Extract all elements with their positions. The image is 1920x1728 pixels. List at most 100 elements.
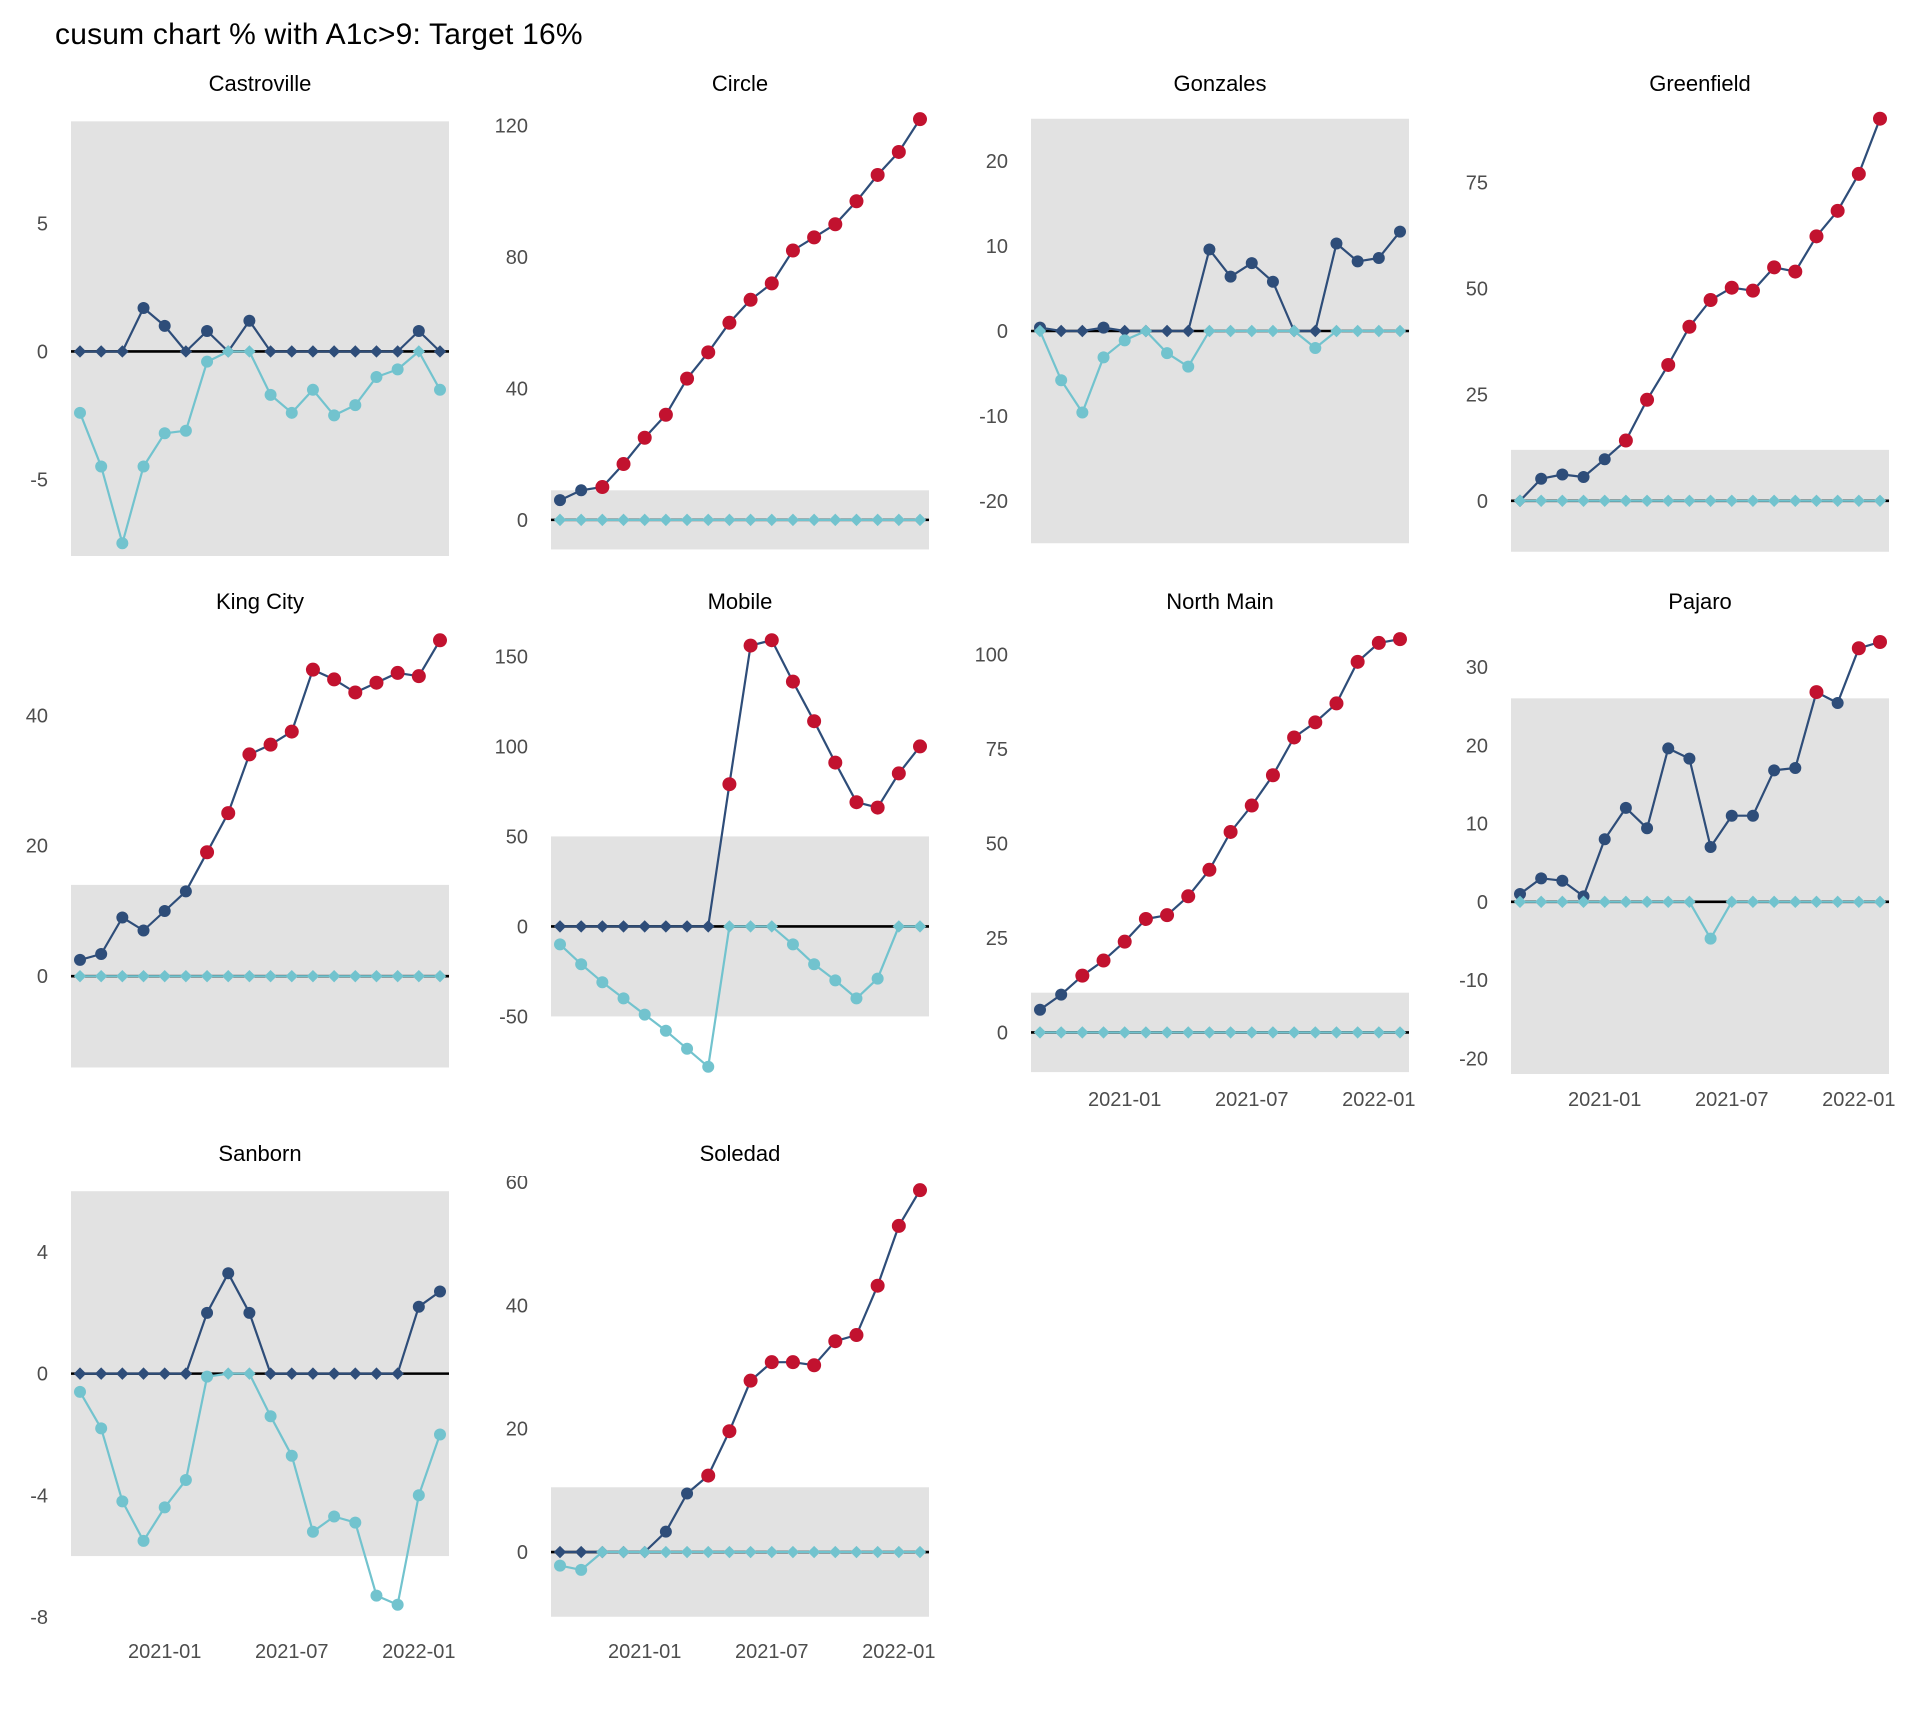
cusum-upper-point	[828, 217, 843, 232]
cusum-lower-point	[617, 513, 630, 527]
cusum-upper-point	[179, 885, 192, 898]
cusum-lower-point	[1577, 494, 1590, 508]
y-tick-label: -50	[499, 1006, 528, 1028]
cusum-upper-point	[73, 1367, 87, 1380]
cusum-upper-point	[263, 737, 278, 752]
cusum-upper-point	[412, 1300, 425, 1313]
panel-north-main: North Main 0 25 50 75 100 2021-01 2021-07 2022-0…	[960, 580, 1440, 1118]
y-tick-label: 100	[495, 736, 528, 758]
cusum-upper-point	[1203, 243, 1216, 256]
cusum-lower-point	[1055, 374, 1068, 387]
x-tick-label: 2022-01	[1342, 1089, 1415, 1111]
cusum-upper-point	[116, 1367, 129, 1380]
y-tick-label: 0	[517, 1542, 528, 1564]
y-tick-label: -8	[30, 1607, 48, 1629]
cusum-upper-point	[807, 1358, 822, 1373]
cusum-upper-point	[433, 633, 447, 648]
x-tick-label: 2022-01	[862, 1641, 935, 1663]
y-tick-label: 0	[1477, 892, 1488, 914]
cusum-upper-point	[595, 480, 610, 495]
cusum-lower-point	[1033, 1026, 1047, 1039]
cusum-lower-point	[1076, 406, 1089, 419]
cusum-upper-point	[1619, 801, 1632, 814]
cusum-lower-point	[328, 409, 341, 422]
y-tick-label: 50	[506, 826, 528, 848]
cusum-upper-point	[433, 345, 447, 358]
cusum-lower-point	[285, 406, 298, 419]
cusum-lower-point	[913, 1545, 927, 1559]
cusum-upper-point	[1055, 988, 1068, 1001]
x-tick-label: 2021-07	[1695, 1089, 1768, 1111]
cusum-upper-point	[1329, 696, 1344, 711]
cusum-lower-point	[1266, 324, 1280, 338]
cusum-lower-point	[116, 1495, 129, 1508]
cusum-upper-point	[201, 1306, 214, 1319]
cusum-upper-point	[701, 1468, 716, 1483]
y-tick-label: 60	[506, 1176, 528, 1194]
y-tick-label: 25	[986, 928, 1008, 950]
cusum-lower-point	[850, 992, 863, 1005]
cusum-upper-point	[913, 1183, 927, 1198]
panel-title: King City	[215, 589, 305, 614]
cusum-lower-point	[702, 1545, 715, 1559]
cusum-lower-point	[659, 1024, 672, 1037]
cusum-lower-point	[201, 1370, 214, 1383]
y-tick-label: 30	[1466, 657, 1488, 679]
cusum-lower-point	[1033, 324, 1047, 338]
cusum-lower-point	[349, 399, 362, 412]
cusum-lower-point	[786, 938, 799, 951]
cusum-upper-point	[1245, 257, 1258, 270]
cusum-lower-point	[412, 345, 426, 358]
cusum-upper-point	[785, 1355, 800, 1370]
cusum-upper-point	[1682, 319, 1697, 334]
x-tick-label: 2021-07	[1215, 1089, 1288, 1111]
cusum-upper-point	[1181, 889, 1196, 904]
cusum-upper-point	[870, 800, 885, 815]
cusum-lower-point	[1393, 324, 1407, 338]
cusum-upper-point	[1851, 641, 1866, 656]
cusum-lower-point	[412, 1489, 425, 1502]
cusum-lower-point	[1704, 932, 1717, 945]
cusum-upper-point	[264, 1367, 277, 1380]
y-tick-label: 25	[1466, 385, 1488, 407]
cusum-upper-point	[743, 638, 758, 653]
cusum-upper-point	[764, 276, 779, 291]
y-tick-label: 120	[495, 116, 528, 138]
cusum-lower-point	[702, 1060, 715, 1073]
cusum-upper-point	[807, 230, 822, 245]
cusum-upper-point	[1096, 953, 1111, 968]
cusum-upper-point	[74, 953, 86, 966]
cusum-upper-point	[1287, 730, 1302, 745]
cusum-lower-point	[137, 460, 150, 473]
cusum-lower-point	[328, 1510, 341, 1523]
y-tick-label: 75	[1466, 172, 1488, 194]
cusum-upper-point	[179, 1367, 193, 1380]
cusum-lower-point	[1704, 494, 1717, 508]
panel-plot-greenfield: 0 25 50 75	[1466, 111, 1889, 552]
cusum-upper-point	[285, 345, 298, 358]
cusum-upper-point	[616, 457, 631, 472]
cusum-upper-point	[412, 325, 425, 337]
cusum-upper-point	[221, 806, 236, 821]
cusum-upper-point	[391, 1367, 404, 1380]
cusum-lower-point	[1097, 351, 1110, 364]
y-tick-label: 4	[37, 1242, 48, 1264]
panel-title: Mobile	[707, 589, 773, 614]
cusum-upper-point	[370, 1367, 383, 1380]
cusum-upper-point	[637, 430, 652, 445]
cusum-upper-point	[764, 1355, 779, 1370]
cusum-lower-point	[1203, 324, 1216, 338]
y-tick-label: 20	[26, 836, 48, 858]
x-tick-label: 2021-01	[608, 1641, 681, 1663]
cusum-lower-point	[554, 938, 566, 951]
control-limit-band	[71, 121, 449, 556]
cusum-upper-point	[1704, 841, 1717, 854]
cusum-upper-point	[828, 1334, 843, 1349]
cusum-upper-point	[1873, 111, 1887, 126]
y-tick-label: 40	[26, 705, 48, 727]
cusum-upper-point	[1117, 934, 1132, 949]
cusum-lower-point	[74, 406, 86, 419]
cusum-upper-point	[369, 675, 384, 690]
cusum-lower-point	[95, 460, 108, 473]
